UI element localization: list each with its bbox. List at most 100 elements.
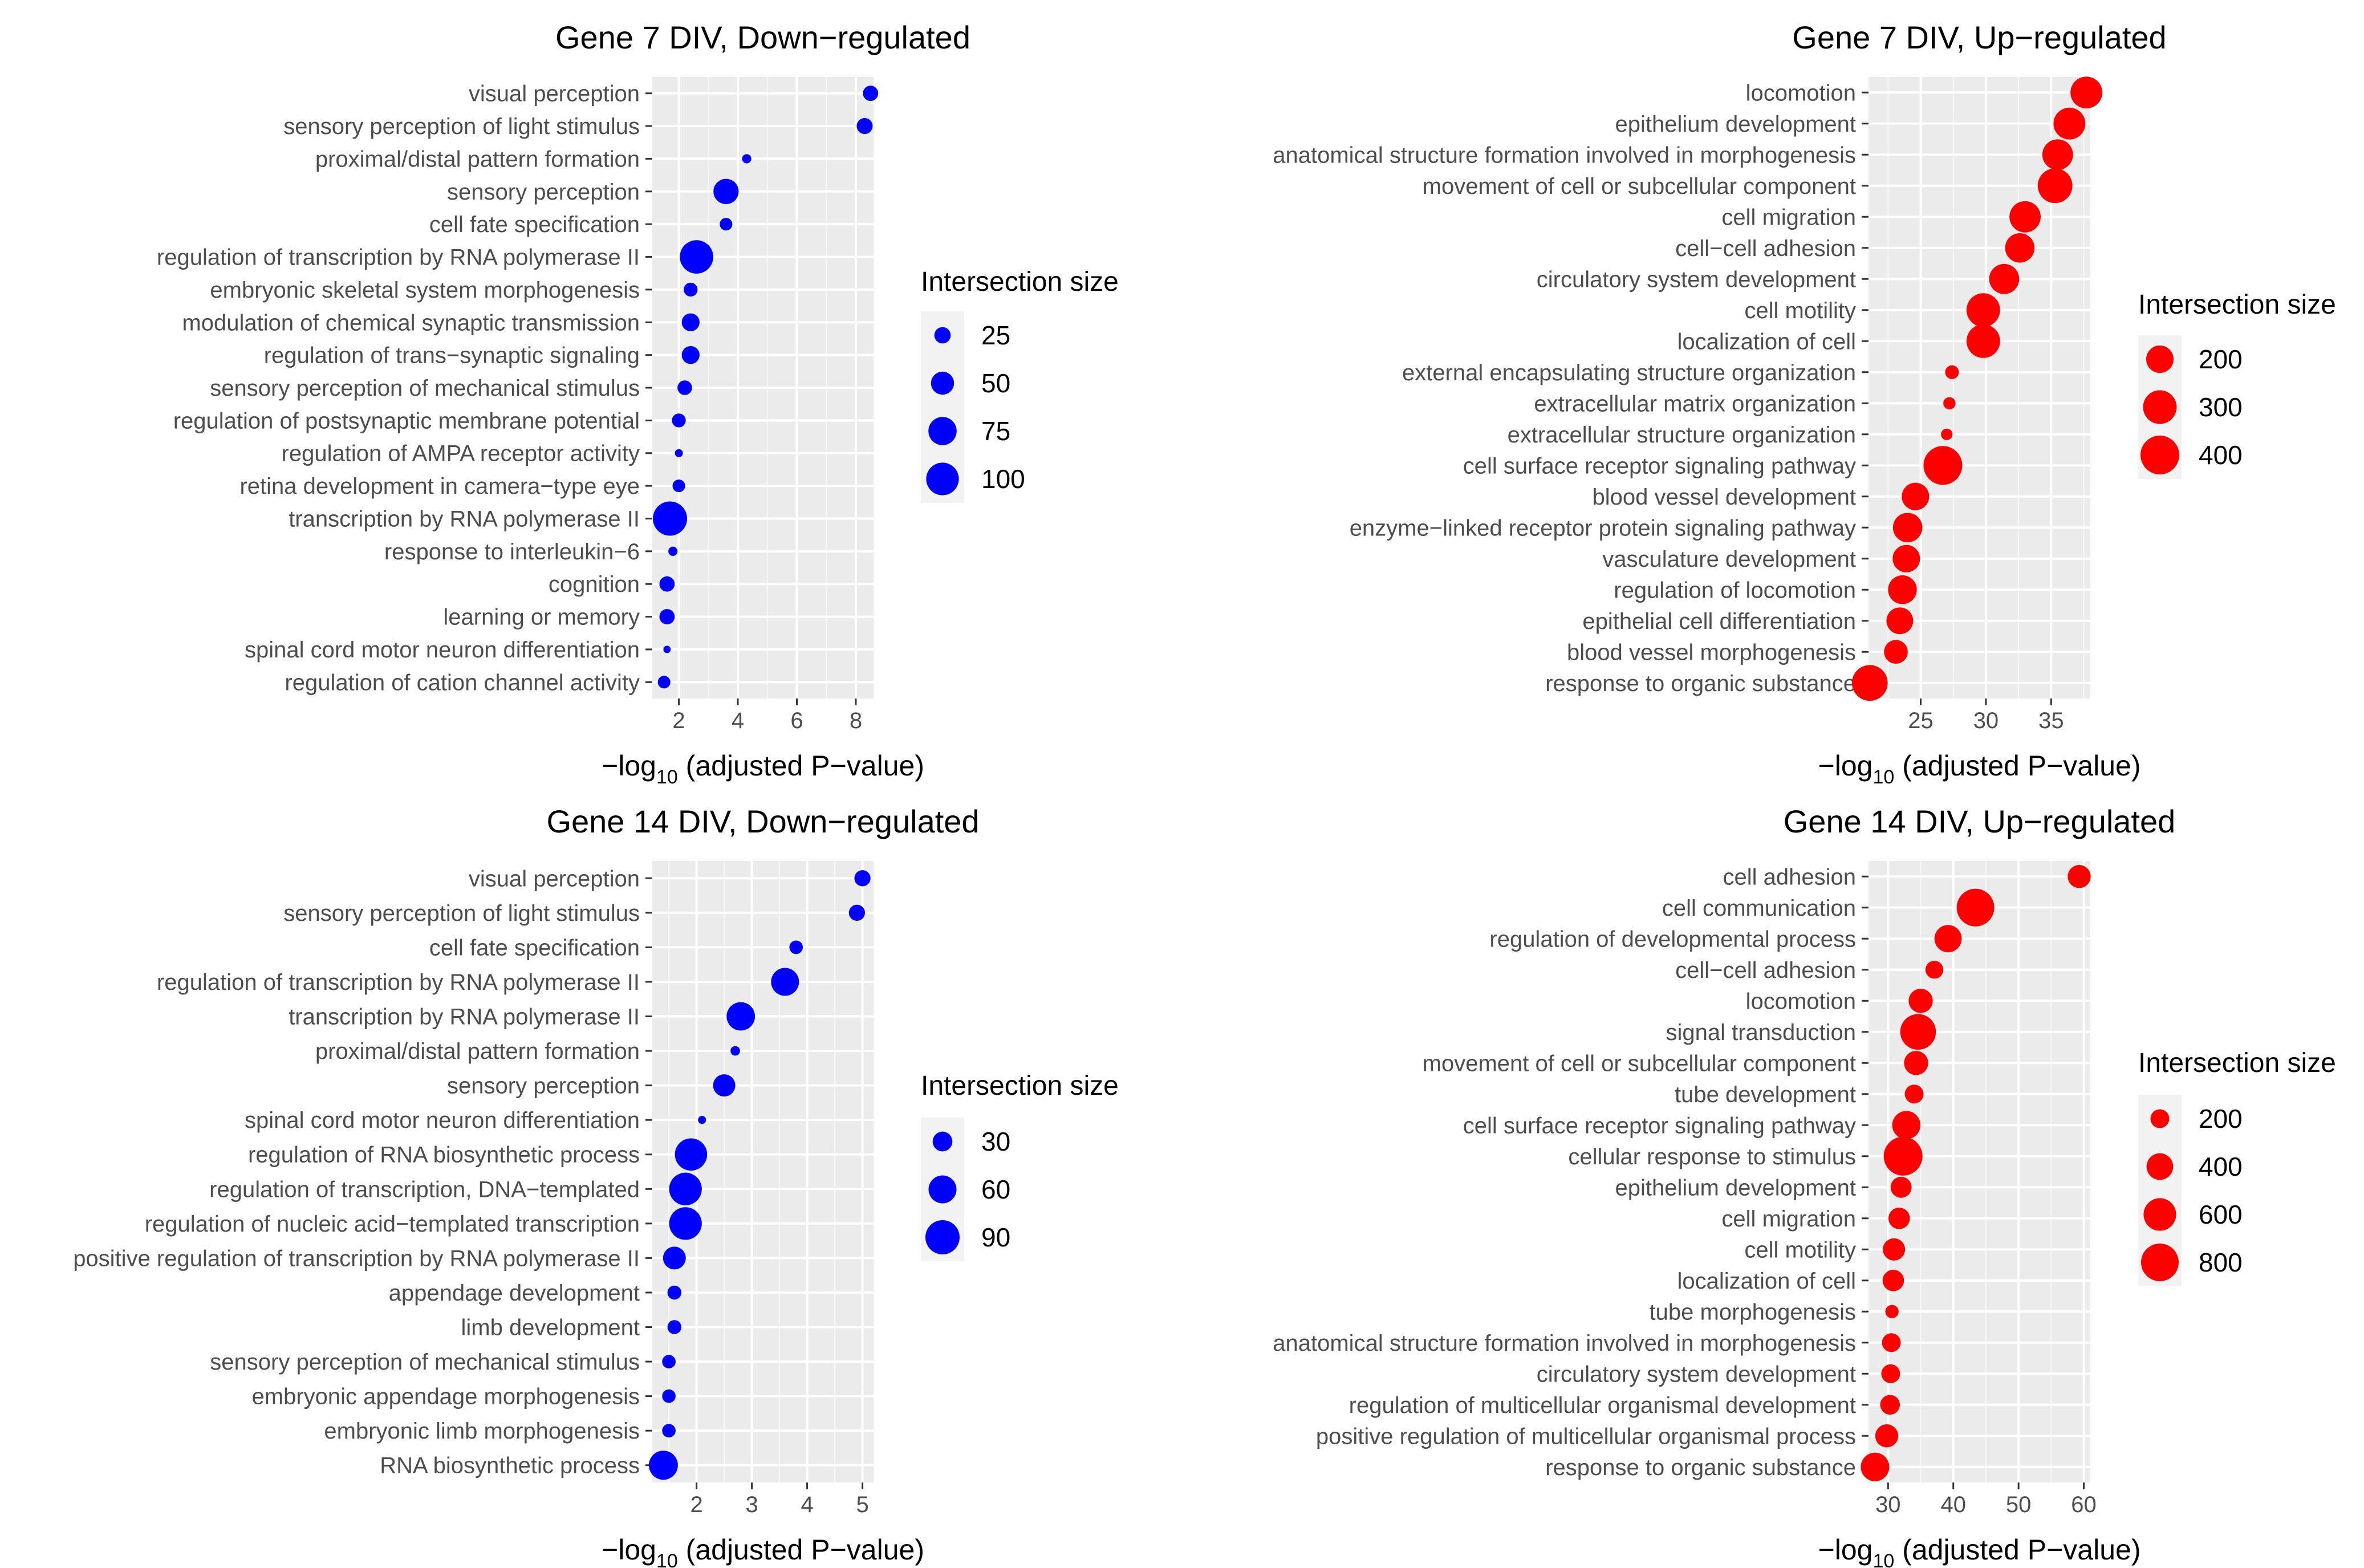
y-tick-label: cognition [549, 572, 640, 597]
legend-key-label: 30 [981, 1127, 1010, 1156]
data-point [1900, 1014, 1936, 1050]
data-point [648, 1451, 678, 1480]
data-point [2005, 233, 2035, 263]
y-tick-label: tube morphogenesis [1650, 1299, 1856, 1325]
y-tick-label: locomotion [1746, 989, 1856, 1014]
data-point [1902, 482, 1930, 510]
data-point [1882, 1333, 1901, 1352]
x-axis-title-prefix: −log [1818, 1534, 1873, 1566]
legend-key-label: 60 [981, 1175, 1010, 1204]
chart-title: Gene 14 DIV, Down−regulated [546, 803, 979, 839]
data-point [720, 218, 733, 231]
chart-panel-4: cell adhesion cell communication regulatio… [1273, 803, 2336, 1568]
data-point [667, 1320, 682, 1334]
data-point [1882, 1269, 1904, 1291]
y-tick-label: regulation of AMPA receptor activity [282, 441, 640, 466]
chart-panel-3: visual perception sensory perception of l… [73, 803, 1119, 1568]
data-point [848, 904, 866, 921]
legend-title: Intersection size [921, 267, 1119, 297]
chart-panel-1: visual perception sensory perception of l… [157, 19, 1119, 788]
data-point [667, 1285, 682, 1300]
legend-key-circle [2143, 1198, 2176, 1231]
data-point [698, 1116, 706, 1124]
legend-key-circle [2146, 1153, 2174, 1180]
plot-background [652, 861, 874, 1482]
y-tick-label: regulation of RNA biosynthetic process [248, 1143, 640, 1168]
legend-key-label: 200 [2199, 344, 2243, 374]
y-tick-label: epithelium development [1615, 112, 1856, 137]
data-point [675, 1138, 708, 1171]
legend-key-label: 25 [981, 320, 1010, 350]
data-point [1956, 888, 1995, 927]
data-point [856, 118, 873, 135]
x-axis-title-prefix: −log [1818, 750, 1873, 782]
y-tick-label: modulation of chemical synaptic transmis… [182, 310, 640, 335]
data-point [680, 240, 713, 274]
size-legend: Intersection size 200 300 400 [2138, 290, 2336, 479]
x-axis-title-subscript: 10 [1872, 1550, 1894, 1568]
y-tick-label: cell−cell adhesion [1675, 958, 1856, 983]
data-point [2070, 76, 2103, 109]
data-point [653, 501, 688, 536]
legend-key-label: 50 [981, 368, 1010, 398]
x-axis-title: −log10 (adjusted P−value) [1818, 750, 2141, 788]
x-axis-title-suffix: (adjusted P−value) [678, 1534, 924, 1566]
y-tick-label: sensory perception of mechanical stimulu… [210, 376, 640, 401]
y-tick-label: regulation of transcription by RNA polym… [157, 970, 640, 995]
legend-key-label: 90 [981, 1222, 1010, 1252]
data-point [713, 178, 739, 204]
y-tick-label: regulation of locomotion [1614, 578, 1856, 603]
y-tick-label: vasculature development [1602, 547, 1856, 572]
y-tick-label: spinal cord motor neuron differentiation [245, 637, 640, 663]
data-point [669, 1172, 702, 1205]
x-axis-title-suffix: (adjusted P−value) [1894, 750, 2140, 782]
y-tick-label: cell−cell adhesion [1675, 236, 1856, 261]
y-tick-label: regulation of postsynaptic membrane pote… [173, 408, 640, 433]
y-tick-label: localization of cell [1677, 329, 1857, 354]
y-tick-label: movement of cell or subcellular componen… [1423, 1051, 1856, 1076]
data-point [1886, 607, 1914, 635]
data-point [863, 86, 879, 101]
y-tick-label: sensory perception of light stimulus [283, 901, 640, 926]
legend-key-circle [926, 462, 959, 495]
y-tick-label: regulation of multicellular organismal d… [1349, 1393, 1856, 1418]
x-axis-title: −log10 (adjusted P−value) [1818, 1534, 2141, 1568]
x-axis-title-subscript: 10 [656, 766, 678, 788]
data-point [1888, 575, 1917, 604]
data-point [1881, 1364, 1900, 1383]
y-tick-label: sensory perception [447, 180, 640, 205]
data-point [657, 676, 671, 689]
y-tick-label: locomotion [1746, 80, 1856, 105]
data-point [672, 480, 685, 493]
data-point [662, 1424, 676, 1437]
y-tick-label: response to interleukin−6 [384, 539, 640, 564]
data-point [663, 645, 671, 653]
y-tick-label: blood vessel morphogenesis [1567, 640, 1856, 665]
data-point [1884, 640, 1908, 664]
x-tick-label: 35 [2038, 708, 2064, 733]
legend-key-circle [934, 327, 951, 344]
y-tick-label: enzyme−linked receptor protein signaling… [1350, 515, 1856, 541]
data-point [1888, 1207, 1910, 1229]
data-point [726, 1002, 755, 1031]
legend-key-circle [925, 1220, 960, 1254]
y-tick-label: visual perception [469, 866, 640, 891]
y-tick-label: regulation of transcription by RNA polym… [157, 245, 640, 270]
y-tick-label: cell adhesion [1723, 864, 1857, 889]
data-point [663, 1246, 686, 1270]
data-point [1908, 989, 1933, 1013]
y-tick-label: regulation of nucleic acid−templated tra… [145, 1212, 640, 1237]
data-point [2009, 201, 2041, 233]
y-tick-label: anatomical structure formation involved … [1273, 1331, 1856, 1356]
x-tick-label: 4 [801, 1492, 813, 1517]
data-point [662, 1389, 676, 1403]
x-tick-label: 2 [672, 708, 685, 733]
x-axis-title-prefix: −log [602, 750, 656, 782]
y-tick-label: cell migration [1721, 205, 1856, 230]
y-tick-label: limb development [461, 1315, 640, 1340]
y-tick-label: positive regulation of multicellular org… [1316, 1424, 1856, 1449]
data-point [1851, 665, 1888, 701]
legend-key-label: 400 [2199, 1152, 2243, 1181]
legend-key-circle [932, 1131, 953, 1152]
y-tick-label: anatomical structure formation involved … [1273, 143, 1856, 168]
